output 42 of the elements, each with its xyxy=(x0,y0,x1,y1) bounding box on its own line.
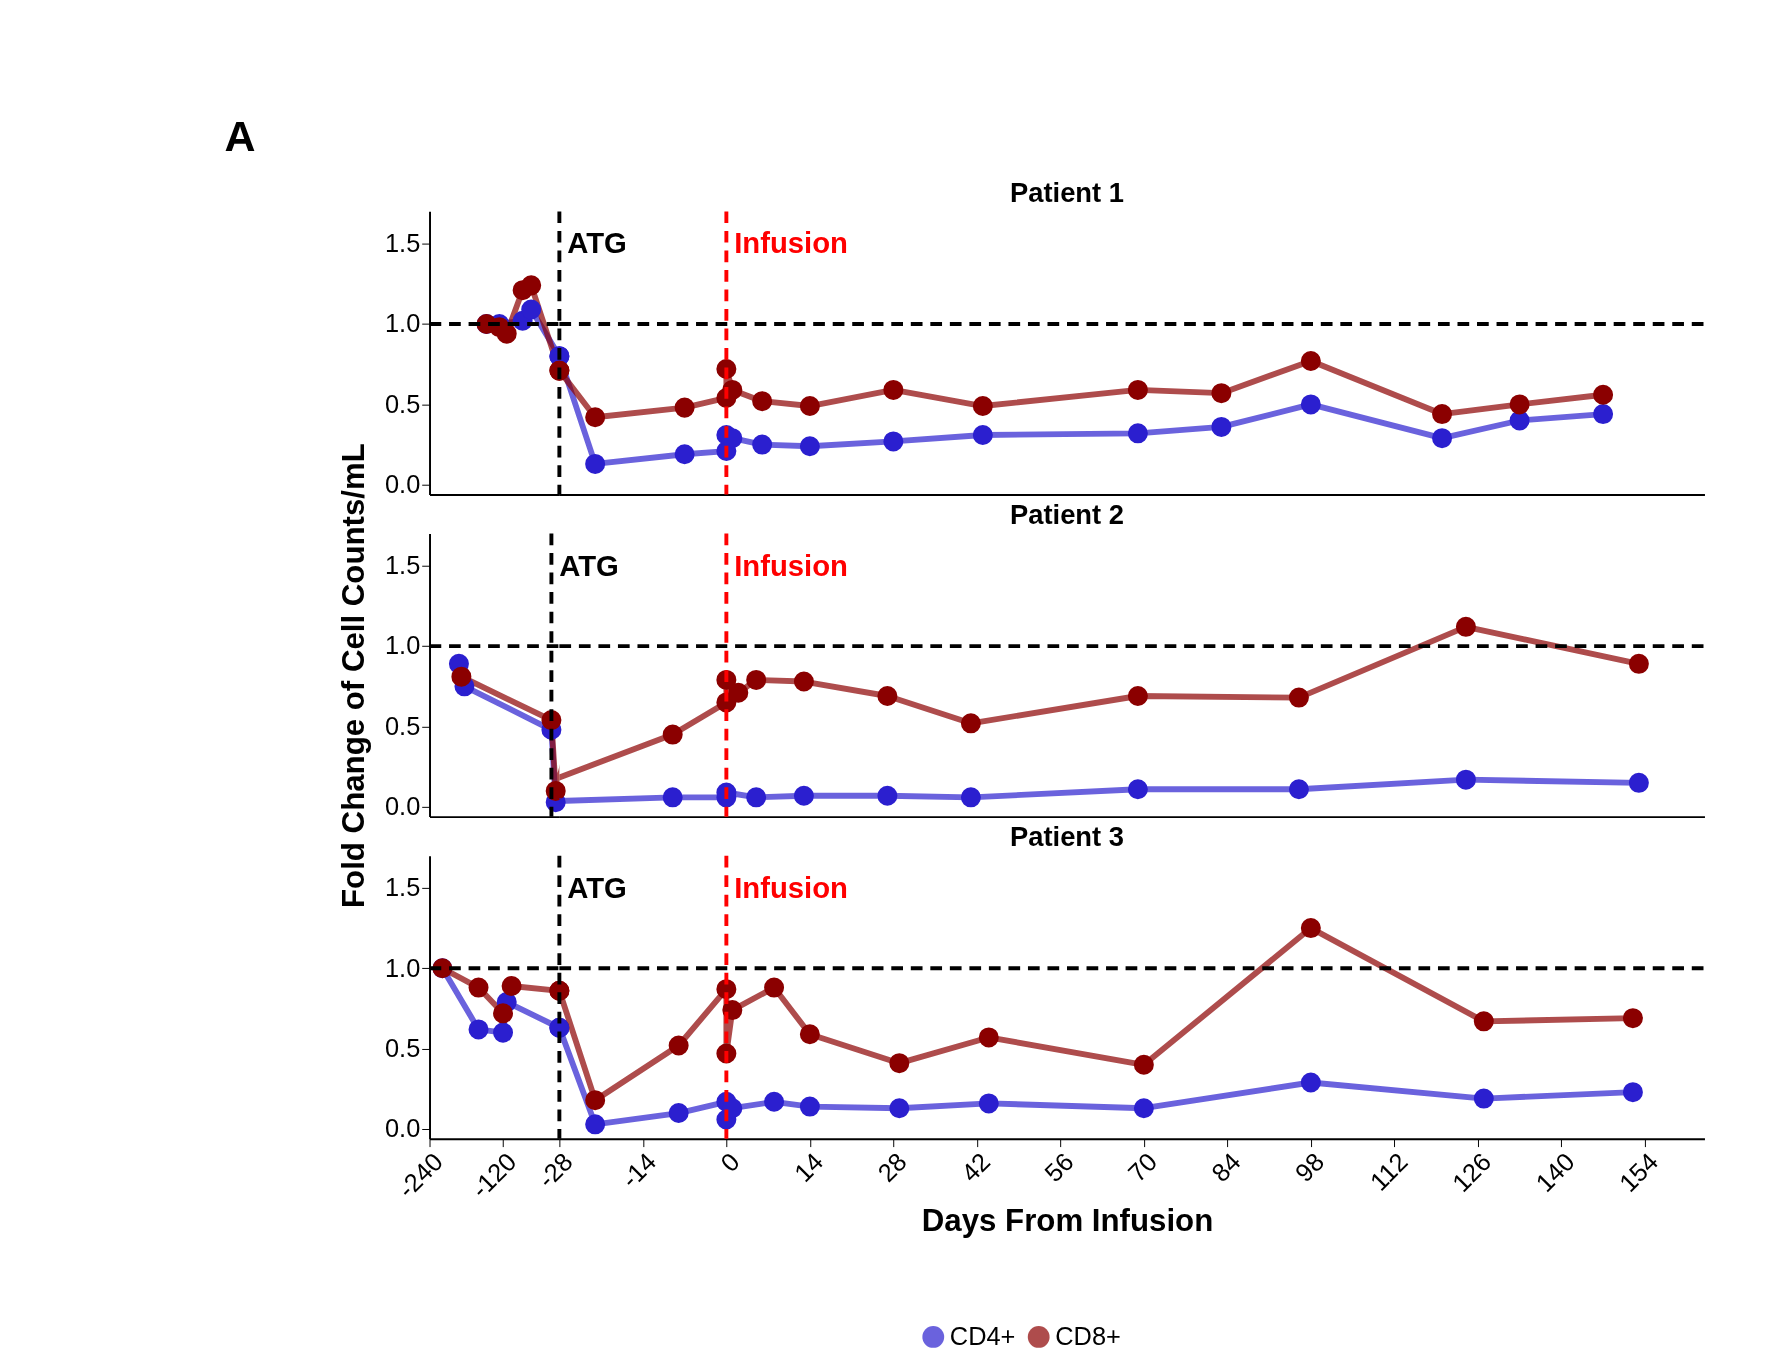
y-tick-label: 0.5 xyxy=(384,1034,421,1062)
x-tick-label: -120 xyxy=(465,1147,522,1203)
y-tick-label: 1.0 xyxy=(384,631,421,660)
x-tick-label: 70 xyxy=(1122,1147,1163,1188)
x-tick-label: 28 xyxy=(872,1147,912,1188)
text: A xyxy=(224,111,256,160)
x-axis-title: Days From Infusion xyxy=(921,1203,1214,1239)
ref-line-label: Infusion xyxy=(734,226,848,260)
x-tick-label: -14 xyxy=(615,1147,662,1194)
x-tick-label: 126 xyxy=(1446,1147,1497,1198)
y-tick-label: 0.0 xyxy=(384,1114,421,1143)
x-tick-label: 98 xyxy=(1289,1147,1330,1188)
x-tick-label: 140 xyxy=(1530,1147,1580,1198)
legend-label: CD4+ xyxy=(949,1321,1016,1350)
ref-line-label: Infusion xyxy=(734,548,848,582)
ref-line-label: ATG xyxy=(559,548,619,582)
x-tick-label: 56 xyxy=(1039,1147,1079,1188)
ref-line-label: ATG xyxy=(567,226,627,260)
y-tick-label: 1.0 xyxy=(384,953,421,982)
chart-title: Patient 3 xyxy=(1010,820,1124,852)
ref-line-label: ATG xyxy=(567,870,627,904)
x-tick-label: 0 xyxy=(715,1147,745,1178)
x-tick-label: -28 xyxy=(532,1147,578,1194)
x-tick-label: 14 xyxy=(788,1147,829,1188)
y-tick-label: 1.0 xyxy=(384,309,421,338)
x-tick-label: 84 xyxy=(1206,1147,1246,1188)
legend-label: CD8+ xyxy=(1055,1321,1121,1350)
y-tick-label: 0.5 xyxy=(384,389,421,418)
x-tick-label: -240 xyxy=(392,1147,449,1203)
x-tick-label: 42 xyxy=(955,1147,996,1188)
y-tick-label: 1.5 xyxy=(384,873,421,902)
y-tick-label: 0.0 xyxy=(384,792,421,821)
y-tick-label: 0.5 xyxy=(384,711,421,740)
x-tick-label: 154 xyxy=(1613,1147,1664,1198)
y-tick-label: 1.5 xyxy=(384,228,421,257)
chart-title: Patient 1 xyxy=(1010,176,1124,208)
chart-title: Patient 2 xyxy=(1010,498,1124,530)
ref-line-label: Infusion xyxy=(734,870,848,904)
y-axis-title: Fold Change of Cell Counts/mL xyxy=(336,443,372,908)
y-tick-label: 1.5 xyxy=(384,551,421,579)
y-tick-label: 0.0 xyxy=(384,470,421,499)
x-tick-label: 112 xyxy=(1364,1147,1413,1196)
